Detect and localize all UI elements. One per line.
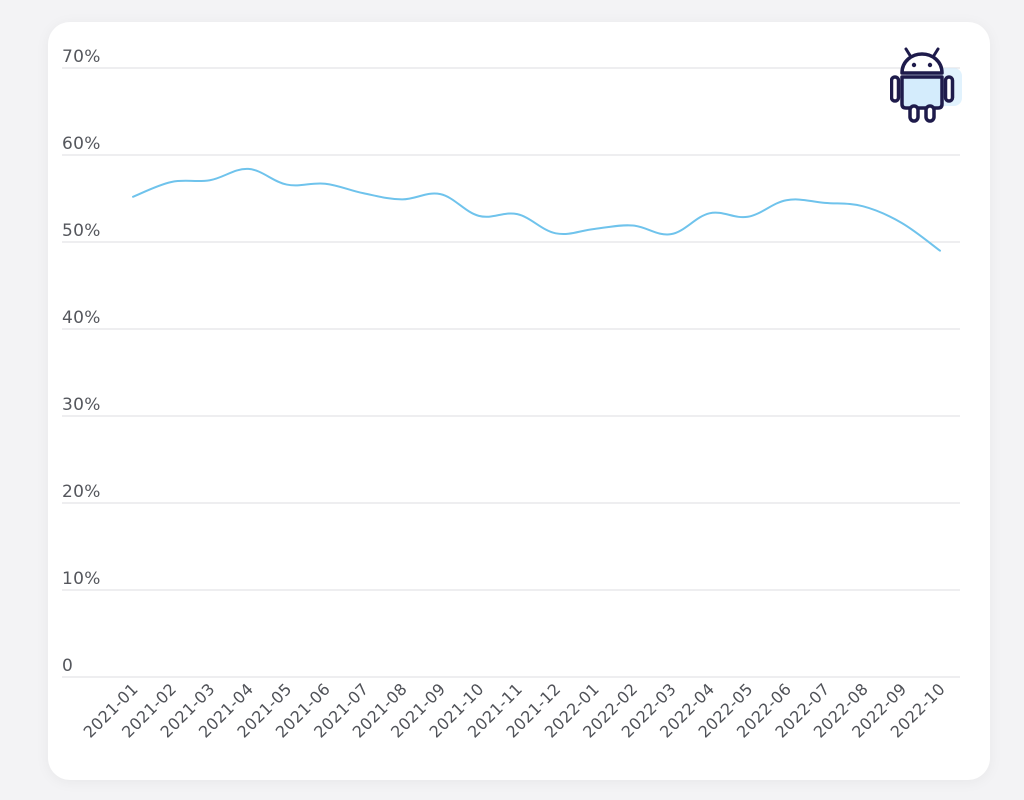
y-tick-label: 0 — [62, 656, 73, 676]
android-icon — [890, 47, 962, 123]
y-tick-label: 60% — [62, 134, 101, 154]
y-tick-label: 40% — [62, 308, 101, 328]
y-tick-label: 30% — [62, 395, 101, 415]
grid-lines — [62, 67, 960, 678]
y-tick-label: 70% — [62, 47, 101, 67]
y-axis-ticks: 70% 60% 50% 40% 30% 20% 10% 0 — [62, 47, 101, 676]
line-chart: 70% 60% 50% 40% 30% 20% 10% 0 2021-012021-02202… — [62, 47, 960, 742]
y-tick-label: 10% — [62, 569, 101, 589]
series-line — [132, 167, 941, 252]
chart-card: 70% 60% 50% 40% 30% 20% 10% 0 2021-01 2021-02 202… — [48, 22, 990, 780]
y-tick-label: 20% — [62, 482, 101, 502]
y-tick-label: 50% — [62, 221, 101, 241]
series-lines — [132, 167, 941, 252]
x-axis-ticks: 2021-012021-022021-032021-042021-052021-… — [80, 679, 949, 741]
